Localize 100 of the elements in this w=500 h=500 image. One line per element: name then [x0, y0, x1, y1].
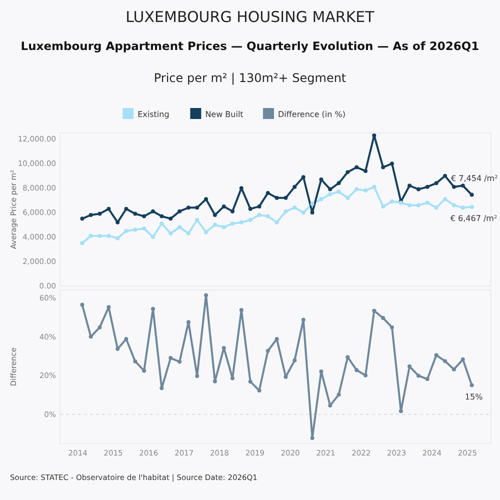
point — [301, 318, 306, 322]
point — [98, 212, 102, 216]
chart-subtitle: Luxembourg Appartment Prices — Quarterly Evolution — As of 2026Q1 — [20, 39, 480, 53]
point — [160, 222, 164, 226]
point — [284, 196, 288, 200]
point — [319, 369, 324, 374]
point — [390, 325, 394, 330]
point — [178, 360, 182, 364]
point — [230, 376, 234, 380]
chart-title: LUXEMBOURG HOUSING MARKET — [126, 8, 376, 26]
point — [204, 197, 208, 202]
point — [346, 170, 350, 174]
point — [266, 348, 270, 353]
point — [460, 206, 465, 210]
point — [284, 209, 288, 214]
point — [434, 181, 438, 186]
point — [257, 204, 262, 208]
point — [452, 184, 456, 189]
point — [354, 187, 359, 192]
point — [301, 175, 306, 180]
point — [390, 200, 394, 204]
point — [106, 206, 111, 211]
point — [336, 392, 341, 397]
legend-label: New Built — [205, 110, 244, 119]
point — [372, 184, 376, 189]
point — [195, 374, 200, 378]
point — [204, 293, 208, 298]
point — [425, 200, 430, 205]
point — [195, 206, 200, 210]
point — [274, 220, 279, 224]
point — [328, 187, 332, 192]
point — [248, 380, 252, 384]
point — [116, 346, 120, 351]
point — [212, 222, 217, 227]
point — [222, 225, 226, 230]
point — [142, 368, 146, 373]
point — [88, 334, 93, 339]
point — [160, 214, 164, 218]
point — [133, 228, 138, 232]
point — [470, 383, 474, 388]
point — [222, 204, 226, 208]
point — [292, 206, 297, 210]
point — [88, 213, 93, 218]
point — [116, 236, 120, 240]
point — [425, 377, 430, 382]
point — [239, 186, 244, 190]
point — [150, 306, 155, 311]
point — [354, 165, 359, 170]
point — [354, 368, 359, 372]
point — [372, 308, 376, 313]
point — [230, 209, 234, 214]
point — [470, 192, 474, 197]
point — [274, 336, 279, 341]
point — [168, 231, 173, 236]
point — [390, 162, 394, 166]
point — [80, 241, 84, 246]
point — [460, 184, 465, 188]
point — [133, 212, 138, 216]
point — [425, 184, 430, 189]
data-label: 15% — [464, 392, 484, 402]
point — [292, 358, 297, 362]
point — [222, 346, 226, 350]
point — [124, 206, 128, 211]
point — [168, 356, 173, 360]
point — [248, 218, 252, 222]
point — [408, 184, 412, 188]
legend-label: Existing — [138, 110, 170, 119]
point — [416, 187, 420, 192]
legend-label: Difference (in %) — [278, 110, 346, 119]
point — [372, 133, 376, 138]
point — [460, 357, 465, 362]
point — [239, 220, 244, 224]
point — [434, 353, 438, 358]
point — [364, 168, 368, 173]
point — [257, 388, 262, 393]
point — [452, 367, 456, 372]
point — [292, 184, 297, 189]
point — [80, 302, 84, 307]
point — [116, 220, 120, 224]
point — [381, 316, 386, 320]
point — [150, 209, 155, 214]
point — [160, 386, 164, 390]
point — [88, 234, 93, 238]
point — [443, 174, 448, 178]
point — [434, 206, 438, 210]
text: Price per m² | 130m²+ Segment — [154, 71, 346, 85]
point — [274, 196, 279, 200]
point — [124, 336, 128, 341]
point — [98, 234, 102, 238]
point — [416, 374, 420, 378]
point — [319, 197, 324, 202]
point — [310, 210, 314, 215]
point — [381, 165, 386, 170]
point — [142, 214, 146, 218]
point — [168, 216, 173, 221]
point — [284, 374, 288, 379]
point — [346, 355, 350, 360]
point — [142, 226, 146, 230]
point — [178, 209, 182, 214]
point — [178, 225, 182, 230]
